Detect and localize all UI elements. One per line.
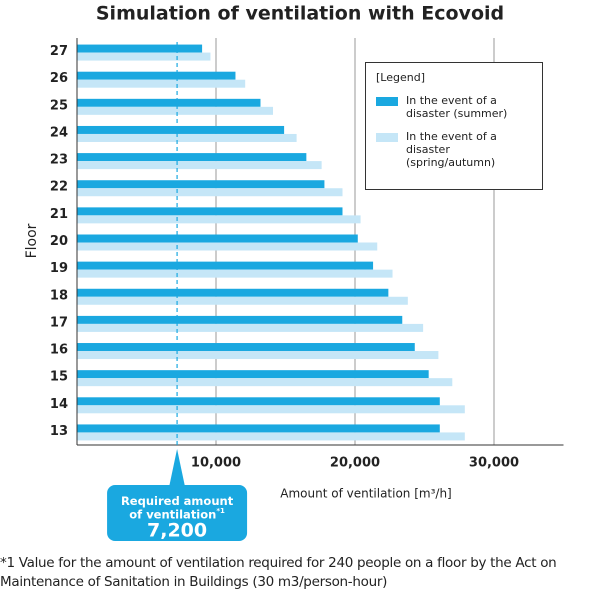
bar [77, 405, 465, 414]
bar [77, 71, 236, 80]
bar [77, 370, 429, 379]
bar [77, 296, 408, 305]
y-tick-label: 23 [50, 153, 68, 168]
bar [77, 288, 389, 297]
y-tick-label: 21 [50, 207, 68, 222]
y-tick-label: 27 [50, 44, 68, 59]
y-tick-label: 24 [50, 125, 68, 140]
bar [77, 432, 465, 441]
legend-label: In the event of a disaster (spring/autum… [406, 130, 497, 169]
y-axis-label: Floor [24, 223, 40, 258]
chart-title: Simulation of ventilation with Ecovoid [96, 3, 504, 25]
legend-item: In the event of a disaster (spring/autum… [376, 130, 532, 169]
x-tick-label: 30,000 [469, 456, 519, 471]
bar [77, 315, 403, 324]
footnote: *1 Value for the amount of ventilation r… [0, 555, 557, 590]
y-tick-label: 17 [50, 315, 68, 330]
y-tick-label: 22 [50, 180, 68, 195]
bar [77, 397, 440, 406]
legend-swatch [376, 97, 398, 106]
bar [77, 106, 273, 115]
y-tick-label: 18 [50, 288, 68, 303]
y-tick-label: 15 [50, 370, 68, 385]
bar [77, 125, 285, 134]
bar [77, 79, 246, 88]
callout-pointer [169, 449, 186, 487]
bar [77, 44, 203, 53]
legend-label: In the event of a disaster (summer) [406, 94, 508, 120]
callout-label-2: of ventilation*1 [129, 507, 225, 522]
bar [77, 343, 415, 352]
bar [77, 98, 261, 107]
bar [77, 207, 343, 216]
x-tick-label: 10,000 [191, 456, 241, 471]
legend-title: [Legend] [376, 71, 425, 84]
bar [77, 234, 358, 243]
y-tick-label: 26 [50, 71, 68, 86]
bar [77, 351, 439, 360]
y-tick-label: 20 [50, 234, 68, 249]
callout-value: 7,200 [147, 520, 207, 542]
y-tick-label: 14 [50, 397, 68, 412]
legend-item: In the event of a disaster (summer) [376, 94, 532, 120]
bar [77, 261, 374, 270]
y-tick-label: 16 [50, 343, 68, 358]
note-mark: *1 [216, 507, 225, 515]
chart: Simulation of ventilation with Ecovoid F… [24, 3, 564, 542]
bar [77, 153, 307, 162]
bar [77, 424, 440, 433]
y-tick-label: 13 [50, 424, 68, 439]
y-tick-label: 25 [50, 98, 68, 113]
bar [77, 215, 361, 224]
bar [77, 242, 378, 251]
callout-label: Required amount [121, 494, 234, 508]
y-tick-label: 19 [50, 261, 68, 276]
x-tick-label: 20,000 [330, 456, 380, 471]
bar [77, 161, 322, 170]
legend: [Legend] In the event of a disaster (sum… [365, 62, 543, 190]
bar [77, 188, 343, 197]
legend-swatch [376, 133, 398, 142]
bar [77, 323, 424, 332]
callout-box [107, 485, 248, 541]
bar [77, 52, 211, 61]
bar [77, 378, 453, 387]
x-axis-label: Amount of ventilation [m³/h] [280, 487, 451, 501]
bar [77, 133, 297, 142]
bar [77, 180, 325, 189]
bar [77, 269, 393, 278]
